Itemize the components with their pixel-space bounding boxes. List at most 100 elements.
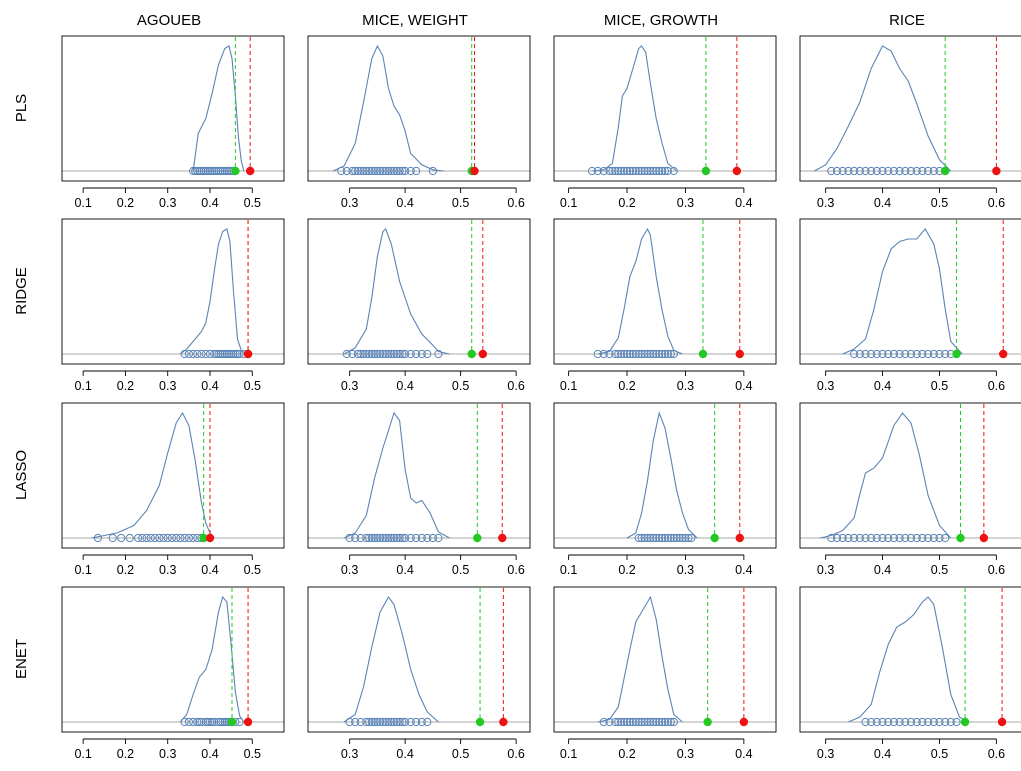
x-tick-label: 0.5 (452, 563, 469, 577)
rug-point (646, 717, 655, 727)
green-marker (952, 349, 961, 359)
rug-point (423, 349, 432, 359)
rug-point (201, 349, 210, 359)
rug-point (378, 717, 387, 727)
rug-point (395, 533, 404, 543)
rug-point (625, 349, 635, 359)
rug-point (189, 717, 198, 727)
rug-point (376, 717, 385, 727)
rug-point (172, 533, 181, 543)
rug-point (197, 717, 206, 727)
rug-point (620, 349, 629, 359)
rug-point (658, 717, 667, 727)
rug-point (392, 533, 401, 543)
red-marker (739, 717, 749, 727)
rug-point (895, 166, 904, 176)
rug-point (176, 533, 185, 543)
rug-point (660, 717, 670, 727)
rug-point (381, 717, 390, 727)
rug-point (634, 349, 643, 359)
rug-point (222, 349, 231, 359)
rug-point (216, 349, 225, 359)
rug-point (634, 533, 643, 543)
rug-point (895, 349, 904, 359)
rug-point (605, 349, 614, 359)
rug-point (208, 166, 217, 176)
row-title-pls: PLS (13, 94, 30, 122)
rug-point (218, 166, 227, 176)
rug-point (337, 166, 346, 176)
x-tick-label: 0.5 (452, 379, 469, 393)
rug-point (929, 717, 938, 727)
x-tick-label: 0.4 (396, 747, 413, 761)
rug-point (392, 349, 401, 359)
rug-point (189, 349, 198, 359)
rug-point (643, 349, 652, 359)
rug-point (867, 533, 876, 543)
rug-point (649, 717, 658, 727)
rug-point (593, 349, 602, 359)
column-title-mice-weight: MICE, WEIGHT (362, 12, 468, 29)
green-marker (475, 717, 485, 727)
rug-point (593, 166, 602, 176)
x-tick-label: 0.6 (507, 379, 524, 393)
rug-point (146, 533, 155, 543)
rug-point (434, 349, 443, 359)
panel-lasso-mice-growth: 0.1 0.2 0.3 0.4 (553, 402, 777, 577)
rug-point (384, 533, 393, 543)
rug-point (861, 717, 870, 727)
rug-point (878, 166, 887, 176)
rug-point (210, 166, 219, 176)
rug-point (342, 166, 351, 176)
rug-point (884, 717, 893, 727)
rug-point (906, 533, 916, 543)
x-tick-label: 0.6 (988, 196, 1005, 210)
rug-point (387, 166, 396, 176)
rug-point (108, 533, 117, 543)
density-curve (343, 595, 439, 723)
rug-point (850, 533, 859, 543)
rug-point (614, 349, 623, 359)
rug-point (195, 166, 204, 176)
panel-frame (553, 218, 777, 365)
x-tick-label: 0.5 (244, 747, 261, 761)
rug-point (867, 349, 876, 359)
rug-point (929, 166, 938, 176)
panel-frame (61, 402, 285, 549)
rug-point (184, 717, 193, 727)
green-marker (698, 349, 708, 359)
rug-point (199, 166, 208, 176)
rug-point (125, 533, 134, 543)
rug-point (434, 533, 443, 543)
density-curve (597, 595, 683, 723)
panel-frame (307, 35, 531, 182)
rug-point (365, 533, 374, 543)
panel-ridge-agoueb: 0.1 0.2 0.3 0.4 0.5 (61, 218, 285, 393)
x-tick-label: 0.1 (560, 563, 577, 577)
rug-point (406, 349, 415, 359)
x-tick-label: 0.3 (677, 379, 694, 393)
red-marker (499, 717, 508, 727)
x-tick-label: 0.4 (735, 747, 752, 761)
rug-point (611, 717, 620, 727)
density-curve (626, 411, 698, 539)
rug-point (389, 533, 399, 543)
panel-frame (553, 586, 777, 733)
red-marker (478, 349, 488, 359)
panel-frame (307, 402, 531, 549)
rug-point (365, 349, 374, 359)
rug-point (844, 533, 853, 543)
rug-point (389, 717, 399, 727)
rug-point (197, 349, 206, 359)
rug-point (117, 533, 126, 543)
density-curve (332, 44, 445, 172)
panel-frame (799, 35, 1021, 182)
x-tick-label: 0.3 (817, 747, 834, 761)
rug-point (872, 533, 881, 543)
row-title-lasso: LASSO (13, 450, 30, 500)
green-marker (940, 166, 950, 176)
rug-point (637, 717, 646, 727)
red-marker (205, 533, 215, 543)
rug-point (401, 533, 410, 543)
rug-point (617, 349, 626, 359)
